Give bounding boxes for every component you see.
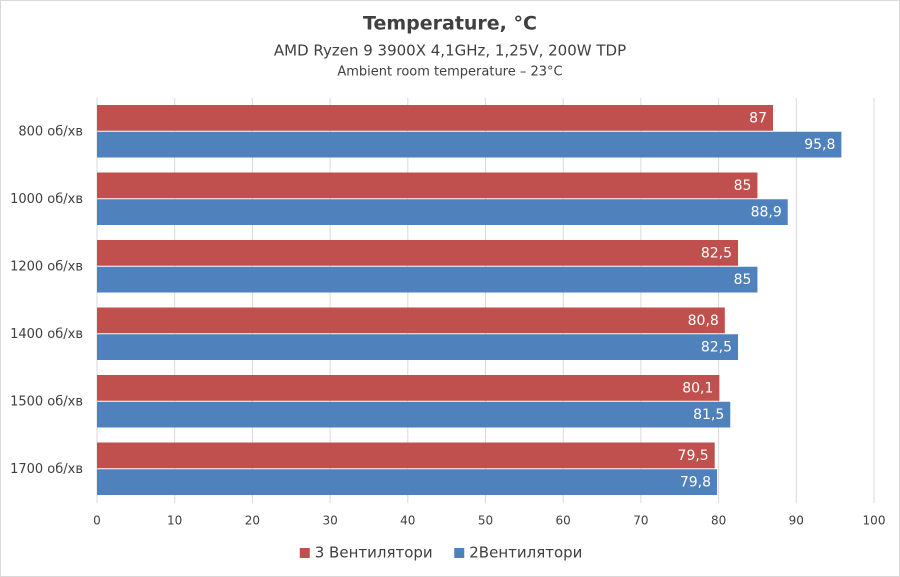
legend-swatch — [454, 548, 465, 558]
value-label: 79,5 — [678, 448, 709, 464]
value-label: 85 — [734, 272, 752, 288]
y-tick-label: 1500 об/хв — [10, 394, 83, 409]
y-tick-label: 1000 об/хв — [10, 192, 83, 207]
value-label: 95,8 — [804, 137, 835, 153]
bar — [97, 240, 739, 266]
x-tick-label: 100 — [863, 514, 886, 528]
bar — [97, 131, 842, 158]
bar — [97, 199, 788, 225]
legend-label: 3 Вентилятори — [315, 544, 433, 562]
chart-subtitle: AMD Ryzen 9 3900X 4,1GHz, 1,25V, 200W TD… — [274, 42, 626, 60]
bar — [97, 401, 731, 428]
value-label: 85 — [734, 178, 752, 194]
bar — [97, 375, 720, 401]
x-tick-label: 10 — [167, 514, 182, 528]
legend-swatch — [299, 548, 310, 558]
value-label: 82,5 — [701, 245, 732, 261]
x-tick-label: 50 — [478, 514, 493, 528]
y-tick-label: 1400 об/хв — [10, 327, 83, 342]
legend-label: 2Вентилятори — [469, 544, 582, 562]
x-tick-label: 60 — [556, 514, 571, 528]
bar — [97, 266, 758, 293]
value-label: 82,5 — [701, 340, 732, 356]
bar — [97, 334, 739, 360]
x-tick-label: 20 — [245, 514, 260, 528]
value-label: 80,8 — [688, 313, 719, 329]
value-label: 87 — [749, 110, 767, 126]
value-label: 80,1 — [682, 380, 713, 396]
chart-caption: Ambient room temperature – 23°C — [337, 65, 562, 80]
x-tick-label: 90 — [789, 514, 804, 528]
x-tick-label: 80 — [711, 514, 726, 528]
bar — [97, 469, 718, 495]
y-tick-label: 1200 об/хв — [10, 259, 83, 274]
bar — [97, 172, 758, 199]
bar — [97, 307, 725, 334]
value-label: 79,8 — [680, 475, 711, 491]
bar — [97, 442, 715, 469]
value-label: 88,9 — [751, 205, 782, 221]
bar — [97, 105, 773, 131]
x-tick-label: 40 — [400, 514, 415, 528]
value-label: 81,5 — [693, 407, 724, 423]
y-tick-label: 1700 об/хв — [10, 462, 83, 477]
x-tick-label: 30 — [322, 514, 337, 528]
y-tick-label: 800 об/хв — [18, 124, 83, 139]
x-tick-label: 0 — [93, 514, 101, 528]
x-tick-label: 70 — [633, 514, 648, 528]
chart-title: Temperature, °C — [363, 13, 537, 35]
